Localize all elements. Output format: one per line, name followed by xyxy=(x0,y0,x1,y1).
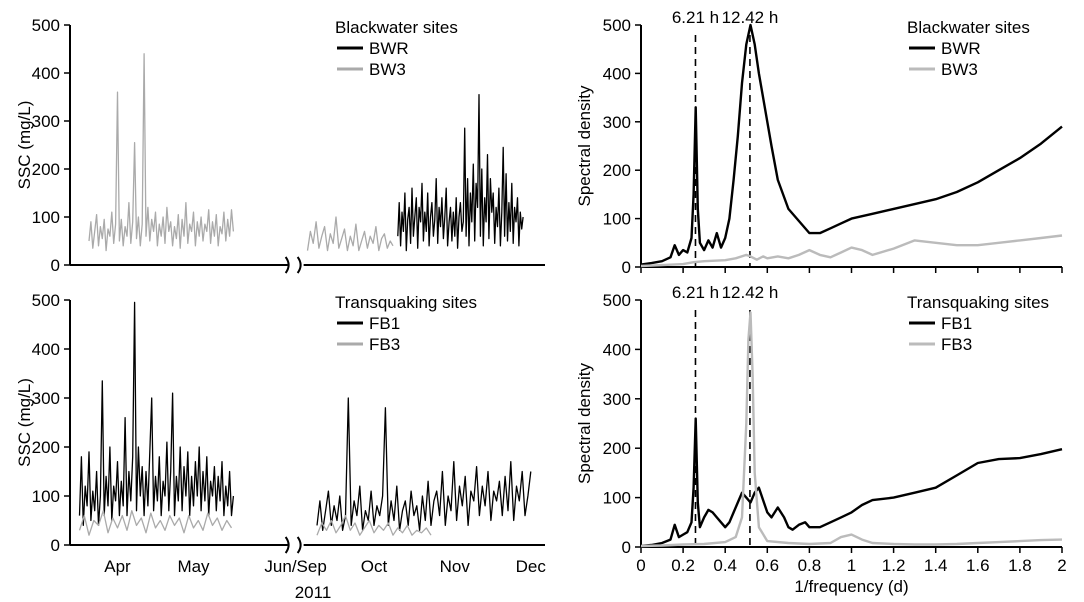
y-tick-label: 200 xyxy=(603,439,631,458)
legend-title: Blackwater sites xyxy=(335,18,458,37)
y-tick-label: 100 xyxy=(603,210,631,229)
series-line-fb3 xyxy=(316,514,432,536)
legend-title: Transquaking sites xyxy=(335,293,477,312)
legend-entry-bw3: BW3 xyxy=(941,60,978,79)
y-axis-label: Spectral density xyxy=(575,363,594,484)
y-tick-label: 100 xyxy=(603,489,631,508)
x-tick-label: 2 xyxy=(1057,556,1066,575)
y-tick-label: 500 xyxy=(603,16,631,35)
x-tick-label: Oct xyxy=(361,557,388,576)
series-line-bw3 xyxy=(88,53,235,252)
series-line-fb1 xyxy=(316,397,532,531)
series-line-fb1 xyxy=(78,301,235,527)
x-tick-label: 0.4 xyxy=(713,556,737,575)
legend-title: Blackwater sites xyxy=(907,18,1030,37)
x-tick-label: 0.6 xyxy=(755,556,779,575)
axis-break-mark xyxy=(296,536,302,554)
y-tick-label: 400 xyxy=(32,340,60,359)
y-tick-label: 100 xyxy=(32,208,60,227)
y-tick-label: 200 xyxy=(603,161,631,180)
y-tick-label: 200 xyxy=(32,438,60,457)
axis-break-mark xyxy=(296,256,302,274)
period-label: 12.42 h xyxy=(722,8,779,27)
series-line-bw3 xyxy=(640,234,1063,268)
series-line-fb3 xyxy=(78,510,233,536)
y-tick-label: 0 xyxy=(51,256,60,275)
x-axis-label: 1/frequency (d) xyxy=(794,577,908,596)
y-tick-label: 500 xyxy=(32,16,60,35)
x-tick-label: 1.8 xyxy=(1008,556,1032,575)
x-tick-label: Jun/Sep xyxy=(264,557,326,576)
legend-entry-bwr: BWR xyxy=(369,39,409,58)
y-tick-label: 500 xyxy=(603,291,631,310)
y-tick-label: 400 xyxy=(32,64,60,83)
x-tick-label: 1.4 xyxy=(924,556,948,575)
period-label: 6.21 h xyxy=(672,283,719,302)
x-tick-label: Dec xyxy=(516,557,547,576)
x-tick-label: 1.2 xyxy=(882,556,906,575)
x-tick-label: 1 xyxy=(847,556,856,575)
y-tick-label: 200 xyxy=(32,160,60,179)
x-tick-label: 0 xyxy=(636,556,645,575)
y-axis-label: SSC (mg/L) xyxy=(15,378,34,467)
legend-title: Transquaking sites xyxy=(907,293,1049,312)
period-label: 6.21 h xyxy=(672,8,719,27)
legend-entry-fb1: FB1 xyxy=(941,314,972,333)
y-tick-label: 300 xyxy=(32,112,60,131)
axis-break-mark xyxy=(284,256,290,274)
y-tick-label: 0 xyxy=(51,536,60,555)
y-tick-label: 500 xyxy=(32,291,60,310)
series-line-fb1 xyxy=(640,417,1063,548)
series-line-bwr xyxy=(640,23,1063,266)
x-tick-label: May xyxy=(177,557,210,576)
x-tick-label: 0.8 xyxy=(798,556,822,575)
y-axis-label: SSC (mg/L) xyxy=(15,101,34,190)
period-label: 12.42 h xyxy=(722,283,779,302)
y-axis-label: Spectral density xyxy=(575,85,594,206)
series-line-bw3 xyxy=(306,216,394,252)
y-tick-label: 300 xyxy=(32,389,60,408)
y-tick-label: 400 xyxy=(603,340,631,359)
series-line-bwr xyxy=(397,93,524,252)
x-axis-label: 2011 xyxy=(295,583,332,602)
legend-entry-fb3: FB3 xyxy=(941,335,972,354)
series-line-fb3 xyxy=(640,311,1063,548)
legend-entry-fb1: FB1 xyxy=(369,314,400,333)
x-tick-label: Nov xyxy=(440,557,471,576)
axis-break-mark xyxy=(284,536,290,554)
y-tick-label: 300 xyxy=(603,390,631,409)
x-tick-label: 1.6 xyxy=(966,556,990,575)
legend-entry-bw3: BW3 xyxy=(369,60,406,79)
y-tick-label: 400 xyxy=(603,64,631,83)
legend-entry-fb3: FB3 xyxy=(369,335,400,354)
x-tick-label: Apr xyxy=(104,557,131,576)
legend-entry-bwr: BWR xyxy=(941,39,981,58)
y-tick-label: 300 xyxy=(603,113,631,132)
y-tick-label: 0 xyxy=(622,258,631,277)
y-tick-label: 0 xyxy=(622,538,631,557)
x-tick-label: 0.2 xyxy=(671,556,695,575)
y-tick-label: 100 xyxy=(32,487,60,506)
